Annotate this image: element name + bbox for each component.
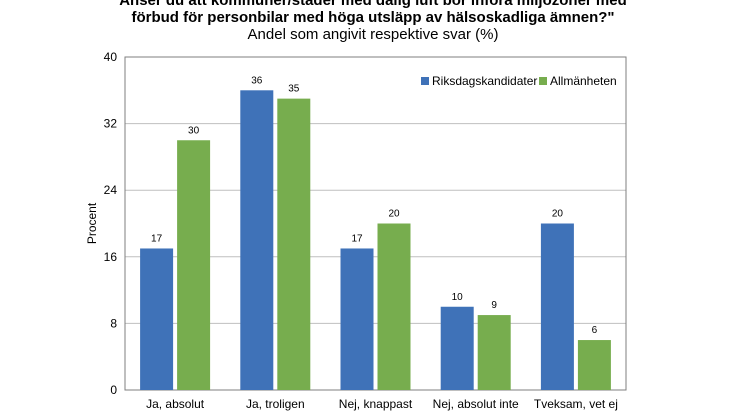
- legend-label-allmanheten: Allmänheten: [550, 74, 617, 88]
- category-label: Nej, absolut inte: [433, 397, 519, 411]
- data-label: 9: [491, 300, 497, 311]
- plot-area-border: [124, 56, 627, 391]
- category-label: Ja, troligen: [246, 397, 305, 411]
- bar-allmanheten: [477, 315, 511, 390]
- legend-label-riksdagskandidater: Riksdagskandidater: [432, 74, 537, 88]
- bar-riksdagskandidater: [140, 248, 174, 390]
- chart-title-block: Anser du att kommuner/städer med dålig l…: [0, 0, 746, 44]
- data-label: 17: [151, 233, 163, 244]
- y-tick-label: 32: [104, 117, 118, 131]
- y-tick-label: 40: [104, 50, 118, 64]
- y-tick-label: 0: [110, 383, 117, 397]
- labels: 0 8 16 24 32 40 17 30 Ja, absolut 36 35 Ja, trolige…: [104, 50, 618, 411]
- data-label: 35: [288, 84, 300, 95]
- category-label: Ja, absolut: [146, 397, 205, 411]
- data-label: 30: [188, 125, 200, 136]
- bars: [140, 90, 611, 391]
- legend-swatch-riksdagskandidater: [421, 77, 429, 85]
- legend-swatch-allmanheten: [539, 77, 547, 85]
- bar-riksdagskandidater: [240, 90, 274, 391]
- category-label: Nej, knappast: [339, 397, 413, 411]
- y-tick-label: 16: [104, 250, 118, 264]
- legend: Riksdagskandidater Allmänheten: [421, 74, 617, 88]
- bar-riksdagskandidater: [440, 306, 474, 390]
- bar-allmanheten: [277, 98, 311, 390]
- data-label: 10: [452, 292, 464, 303]
- data-label: 6: [592, 325, 598, 336]
- data-label: 20: [552, 209, 564, 220]
- data-label: 17: [351, 233, 363, 244]
- bar-riksdagskandidater: [540, 223, 574, 390]
- y-tick-label: 24: [104, 183, 118, 197]
- bar-allmanheten: [577, 340, 611, 390]
- bar-allmanheten: [177, 140, 211, 390]
- bar-riksdagskandidater: [340, 248, 374, 390]
- data-label: 36: [251, 75, 263, 86]
- data-label: 20: [388, 209, 400, 220]
- bar-allmanheten: [377, 223, 411, 390]
- chart-title-line-1: Anser du att kommuner/städer med dålig l…: [119, 0, 627, 9]
- chart-subtitle: Andel som angivit respektive svar (%): [247, 26, 499, 43]
- category-label: Tveksam, vet ej: [534, 397, 618, 411]
- y-tick-label: 8: [110, 316, 117, 330]
- y-axis-title: Procent: [85, 202, 99, 244]
- chart-title-line-2: förbud för personbilar med höga utsläpp …: [131, 9, 615, 26]
